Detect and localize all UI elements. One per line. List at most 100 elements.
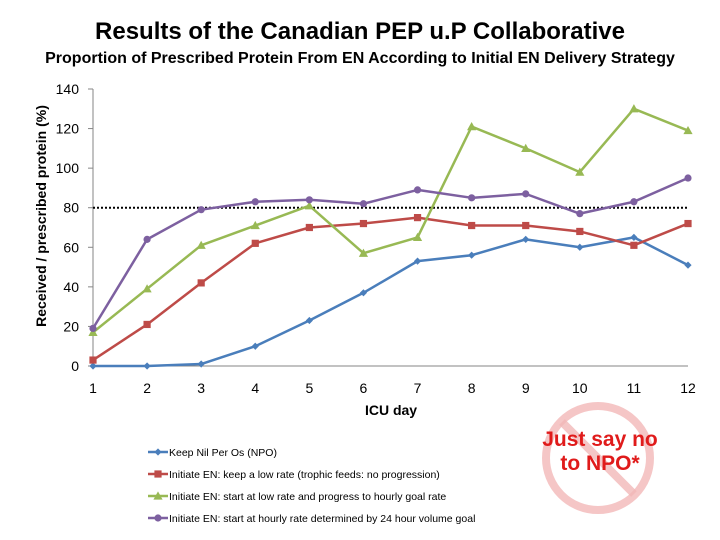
data-point	[143, 362, 151, 370]
data-point	[630, 233, 638, 241]
data-point	[251, 239, 259, 247]
data-point	[251, 198, 259, 206]
legend-label: Initiate EN: start at low rate and progr…	[169, 491, 446, 503]
data-point	[467, 121, 477, 131]
data-point	[522, 235, 530, 243]
series-2	[89, 214, 692, 364]
data-point	[305, 196, 313, 204]
y-tick-label: 20	[63, 318, 79, 334]
data-point	[576, 210, 584, 218]
data-point	[629, 104, 639, 113]
y-axis-label: Received / prescribed protein (%)	[33, 105, 49, 327]
series-3	[88, 104, 693, 336]
chart-subtitle: Proportion of Prescribed Protein From EN…	[45, 50, 675, 67]
callout-line-2: to NPO*	[560, 452, 640, 475]
legend-marker	[153, 491, 163, 500]
x-tick-label: 4	[251, 380, 259, 396]
data-point	[630, 241, 638, 249]
x-tick-label: 12	[680, 380, 696, 396]
data-point	[89, 362, 97, 370]
data-point	[304, 201, 314, 210]
x-tick-labels: 1 2 3 4 5 6 7 8 9 10 11 12	[89, 380, 696, 396]
series-1	[89, 233, 692, 370]
data-point	[305, 316, 313, 325]
data-point	[143, 235, 151, 243]
data-point	[413, 186, 422, 194]
data-point	[196, 240, 206, 249]
series-line	[91, 176, 689, 330]
x-tick-label: 7	[414, 380, 422, 396]
x-axis-label: ICU day	[365, 402, 417, 418]
y-tick-label: 40	[63, 279, 79, 295]
data-point	[197, 360, 205, 368]
data-point	[413, 214, 422, 222]
data-point	[358, 248, 369, 257]
y-tick-label: 0	[71, 358, 79, 374]
y-tick-label: 140	[56, 81, 80, 97]
legend-label: Keep Nil Per Os (NPO)	[169, 447, 277, 459]
y-tick-label: 120	[56, 121, 80, 137]
x-tick-label: 10	[572, 380, 588, 396]
data-point	[576, 227, 584, 236]
data-point	[89, 356, 97, 364]
data-point	[521, 143, 531, 152]
y-tick-labels: 0 20 40 60 80 100 120 140	[56, 81, 93, 374]
data-point	[197, 279, 205, 287]
y-tick-label: 60	[63, 239, 79, 255]
legend-item: Initiate EN: start at hourly rate determ…	[148, 513, 475, 525]
data-point	[413, 257, 422, 265]
data-point	[684, 219, 692, 228]
x-tick-label: 9	[522, 380, 530, 396]
data-point	[522, 190, 530, 198]
legend-item: Initiate EN: start at low rate and progr…	[148, 491, 446, 503]
series-line	[93, 236, 689, 368]
series-group	[88, 104, 693, 370]
legend-marker	[154, 514, 162, 522]
data-point	[251, 342, 259, 350]
data-point	[576, 243, 584, 251]
legend: Keep Nil Per Os (NPO) Initiate EN: keep a…	[148, 447, 475, 525]
data-point	[468, 251, 476, 259]
data-point	[359, 200, 368, 208]
data-point	[250, 220, 260, 230]
data-point	[522, 221, 530, 230]
x-tick-label: 5	[305, 380, 313, 396]
data-point	[630, 198, 638, 206]
slide-title: Results of the Canadian PEP u.P Collabor…	[95, 18, 625, 45]
data-point	[684, 261, 692, 269]
data-point	[197, 206, 205, 214]
series-4	[89, 174, 692, 333]
x-tick-label: 11	[627, 380, 642, 396]
x-tick-label: 6	[360, 380, 368, 396]
x-tick-label: 1	[89, 380, 97, 396]
y-tick-label: 100	[56, 160, 80, 176]
callout-line-1: Just say no	[542, 428, 658, 451]
chart-axes	[92, 89, 688, 367]
series-line	[92, 216, 689, 362]
legend-label: Initiate EN: start at hourly rate determ…	[169, 513, 475, 525]
series-line	[92, 107, 689, 334]
legend-item: Initiate EN: keep a low rate (trophic fe…	[148, 469, 440, 481]
data-point	[359, 219, 368, 228]
data-point	[468, 194, 476, 202]
data-point	[412, 232, 423, 241]
x-tick-label: 3	[197, 380, 205, 396]
data-point	[142, 284, 152, 293]
legend-item: Keep Nil Per Os (NPO)	[148, 447, 277, 459]
legend-marker	[154, 470, 162, 478]
x-tick-label: 8	[468, 380, 476, 396]
callout-text: Just say no to NPO*	[520, 428, 680, 476]
legend-marker	[154, 448, 162, 456]
data-point	[684, 174, 692, 182]
data-point	[683, 125, 693, 135]
data-point	[305, 223, 313, 232]
data-point	[89, 324, 97, 333]
x-tick-label: 2	[143, 380, 151, 396]
data-point	[143, 320, 151, 329]
data-point	[575, 167, 585, 176]
y-tick-label: 80	[63, 200, 79, 216]
data-point	[359, 289, 368, 297]
data-point	[468, 221, 476, 230]
legend-label: Initiate EN: keep a low rate (trophic fe…	[169, 469, 440, 481]
